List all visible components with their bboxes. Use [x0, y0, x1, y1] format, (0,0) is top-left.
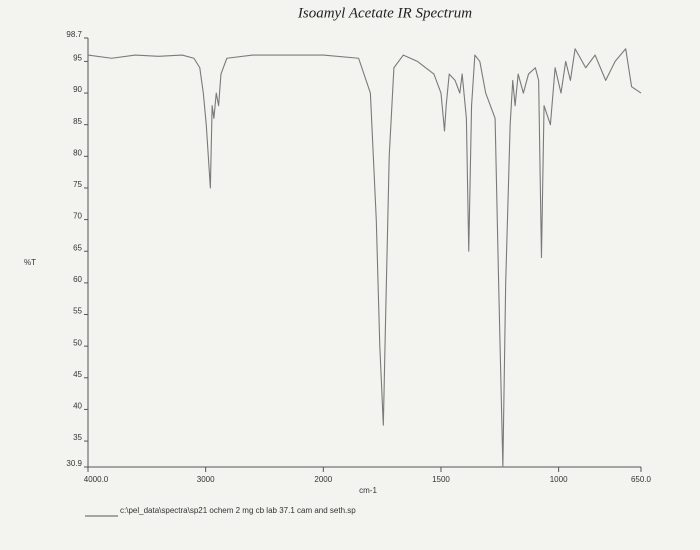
spectrum-line [87, 48, 642, 468]
chart-title: Isoamyl Acetate IR Spectrum [297, 5, 472, 21]
y-tick-label: 35 [73, 433, 82, 442]
y-axis-label: %T [24, 258, 36, 267]
footer-path: c:\pel_data\spectra\sp21 ochem 2 mg cb l… [120, 506, 356, 515]
y-tick-label: 85 [73, 117, 82, 126]
y-tick-label: 50 [73, 338, 82, 347]
y-tick-label: 30.9 [66, 459, 82, 468]
y-tick-label: 90 [73, 85, 82, 94]
y-tick-label: 80 [73, 148, 82, 157]
x-tick-label: 1500 [432, 475, 450, 484]
y-tick-label: 40 [73, 402, 82, 411]
y-tick-label: 75 [73, 180, 82, 189]
x-tick-label: 1000 [550, 475, 568, 484]
y-tick-label: 98.7 [66, 30, 82, 39]
x-tick-label: 2000 [314, 475, 332, 484]
y-tick-label: 65 [73, 243, 82, 252]
y-tick-label: 55 [73, 307, 82, 316]
x-tick-label: 4000.0 [84, 475, 109, 484]
y-tick-label: 60 [73, 275, 82, 284]
y-tick-label: 70 [73, 212, 82, 221]
x-tick-label: 650.0 [631, 475, 652, 484]
x-axis-label: cm-1 [359, 486, 377, 495]
y-tick-label: 95 [73, 54, 82, 63]
x-tick-label: 3000 [197, 475, 215, 484]
y-tick-label: 45 [73, 370, 82, 379]
